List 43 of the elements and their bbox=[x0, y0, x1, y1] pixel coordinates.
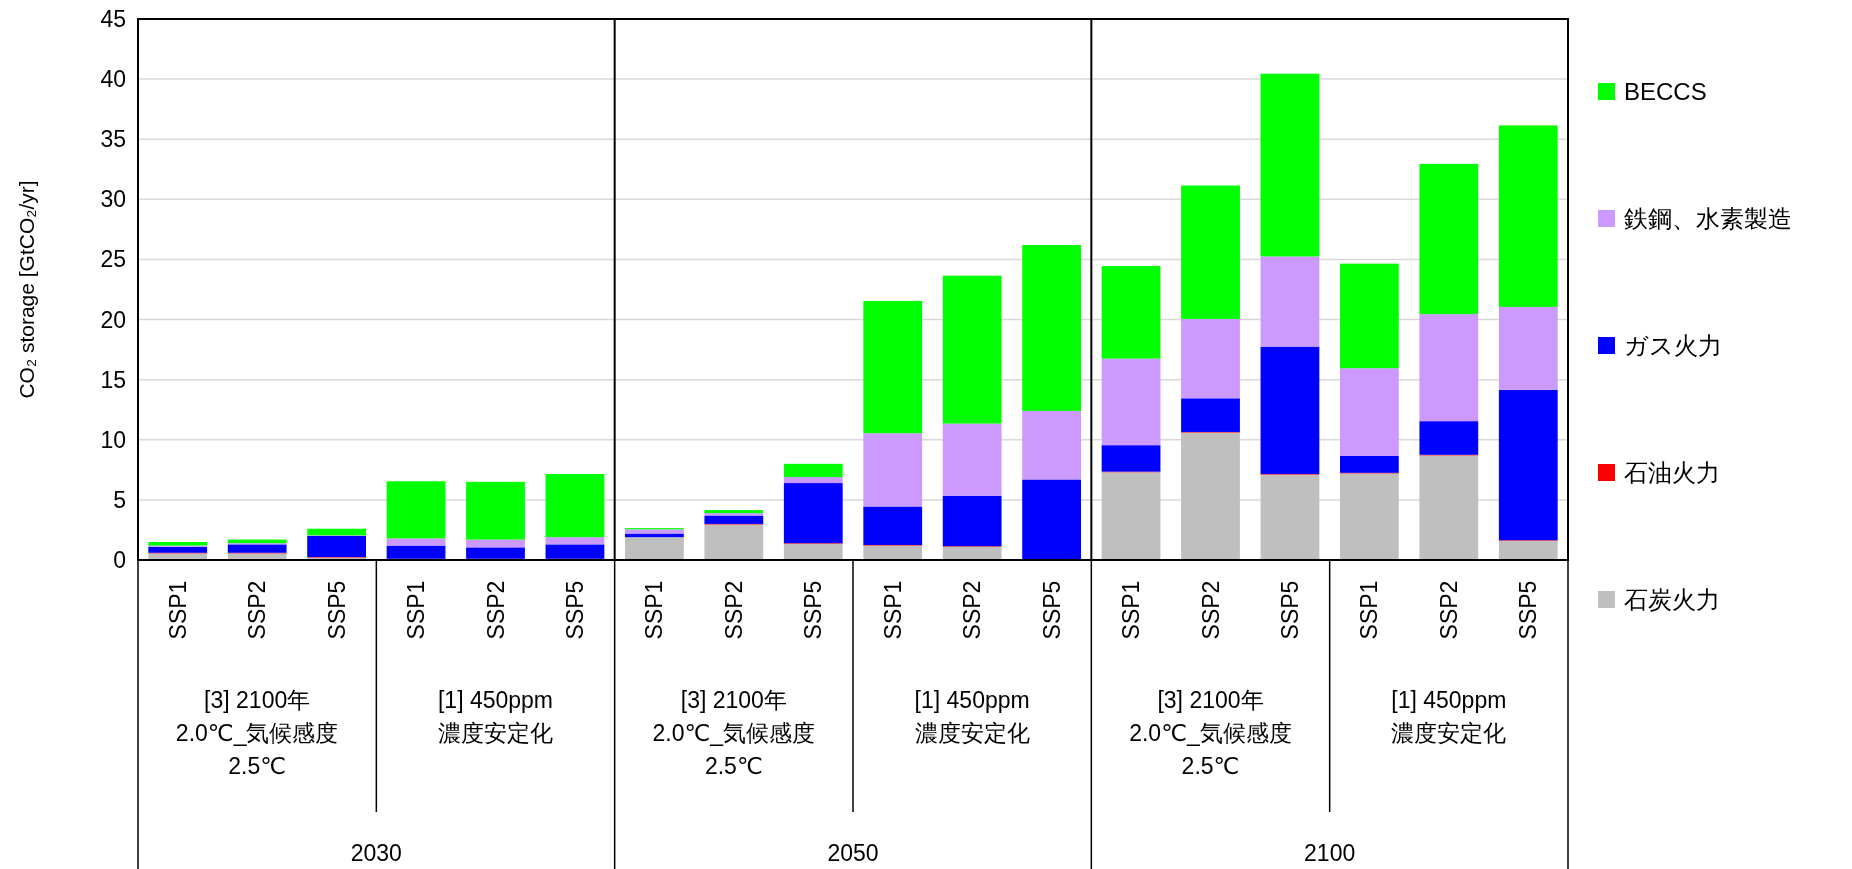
text: [1] 450ppm 濃度安定化 bbox=[914, 687, 1030, 746]
text: [1] 450ppm 濃度安定化 bbox=[437, 687, 554, 746]
text: 2100 bbox=[1304, 840, 1356, 866]
x-tick-label: SSP5 bbox=[800, 580, 827, 640]
y-tick-label: 45 bbox=[100, 6, 126, 32]
x-tick-label: SSP1 bbox=[641, 580, 668, 640]
x-tick-label: SSP1 bbox=[879, 580, 906, 640]
x-tick-label: SSP2 bbox=[1197, 580, 1224, 640]
x-tick-label: SSP5 bbox=[1038, 580, 1065, 640]
x-tick-label: SSP2 bbox=[482, 580, 509, 640]
legend-label: BECCS bbox=[1624, 78, 1707, 105]
y-axis-title: CO₂ storage [GtCO₂/yr] bbox=[15, 180, 38, 399]
x-tick-label: SSP2 bbox=[1435, 580, 1462, 640]
text: 2050 bbox=[827, 840, 879, 866]
x-tick-label: SSP5 bbox=[1276, 580, 1303, 640]
legend-label: 石炭火力 bbox=[1624, 586, 1720, 613]
x-tick-label: SSP1 bbox=[164, 580, 191, 640]
text: [3] 2100年 2.0℃_気候感度 2.5℃ bbox=[1129, 687, 1292, 779]
x-tick-label: SSP5 bbox=[323, 580, 350, 640]
y-tick-label: 40 bbox=[100, 66, 126, 93]
y-tick-label: 15 bbox=[100, 366, 126, 393]
y-tick-label: 20 bbox=[100, 306, 126, 333]
x-tick-label: SSP5 bbox=[1515, 580, 1542, 640]
x-tick-label: SSP2 bbox=[959, 580, 986, 640]
x-tick-label: SSP1 bbox=[1118, 580, 1145, 640]
y-tick-label: 5 bbox=[113, 486, 126, 513]
text: [3] 2100年 2.0℃_気候感度 2.5℃ bbox=[652, 687, 816, 779]
y-tick-label: 35 bbox=[100, 126, 126, 153]
y-tick-label: 10 bbox=[100, 426, 126, 453]
x-tick-label: SSP2 bbox=[244, 580, 271, 640]
x-tick-label: SSP1 bbox=[403, 580, 430, 640]
x-tick-label: SSP2 bbox=[720, 580, 747, 640]
text: [3] 2100年 2.0℃_気候感度 2.5℃ bbox=[175, 687, 339, 779]
text: 2030 bbox=[350, 840, 402, 866]
legend-label: ガス火力 bbox=[1624, 332, 1722, 359]
legend-label: 石油火力 bbox=[1624, 459, 1720, 486]
y-tick-label: 0 bbox=[113, 547, 126, 573]
legend-label: 鉄鋼、水素製造 bbox=[1624, 205, 1792, 232]
x-tick-label: SSP5 bbox=[561, 580, 588, 640]
y-tick-label: 25 bbox=[100, 246, 126, 273]
y-tick-label: 30 bbox=[100, 186, 126, 213]
text: [1] 450ppm 濃度安定化 bbox=[1391, 687, 1507, 746]
x-tick-label: SSP1 bbox=[1356, 580, 1383, 640]
